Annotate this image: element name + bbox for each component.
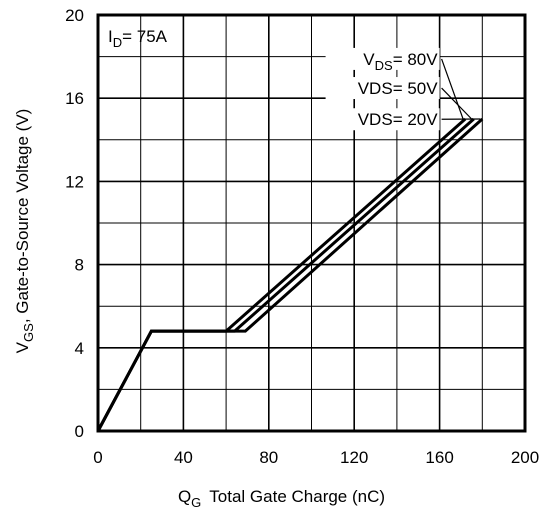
series-label-1: VDS= 80V [363,50,438,73]
grid-lines [98,15,525,431]
series-line-2 [96,117,475,432]
x-tick-label: 40 [174,448,193,467]
condition-label: ID= 75A [108,27,168,50]
series-label-bg-1 [325,47,440,70]
y-tick-label: 0 [75,422,84,441]
x-tick-label: 0 [93,448,102,467]
x-tick-label: 120 [340,448,368,467]
series-group [96,117,484,432]
y-tick-label: 4 [75,339,84,358]
x-tick-label: 80 [259,448,278,467]
y-tick-label: 12 [65,172,84,191]
series-leader-2 [441,87,473,120]
series-label-2: VDS= 50V [358,79,439,98]
y-tick-labels: 0 4 8 12 16 20 [65,6,84,441]
y-axis-title: VGS, Gate-to-Source Voltage (V) [13,109,36,354]
series-line-3 [96,117,484,432]
series-line-1 [96,117,467,432]
y-tick-label: 20 [65,6,84,25]
series-label-3: VDS= 20V [358,110,439,129]
x-tick-label: 200 [511,448,539,467]
plot-frame [96,13,527,433]
y-tick-label: 16 [65,89,84,108]
x-tick-labels: 0 40 80 120 160 200 [93,448,539,467]
series-leader-1 [441,58,464,120]
x-tick-label: 160 [425,448,453,467]
series-label-bg-2 [325,77,440,100]
series-labels: VDS= 80V VDS= 50V VDS= 20V [325,47,481,131]
y-tick-label: 8 [75,256,84,275]
series-label-bg-3 [325,108,440,131]
x-axis-title: QG Total Gate Charge (nC) [178,487,385,510]
